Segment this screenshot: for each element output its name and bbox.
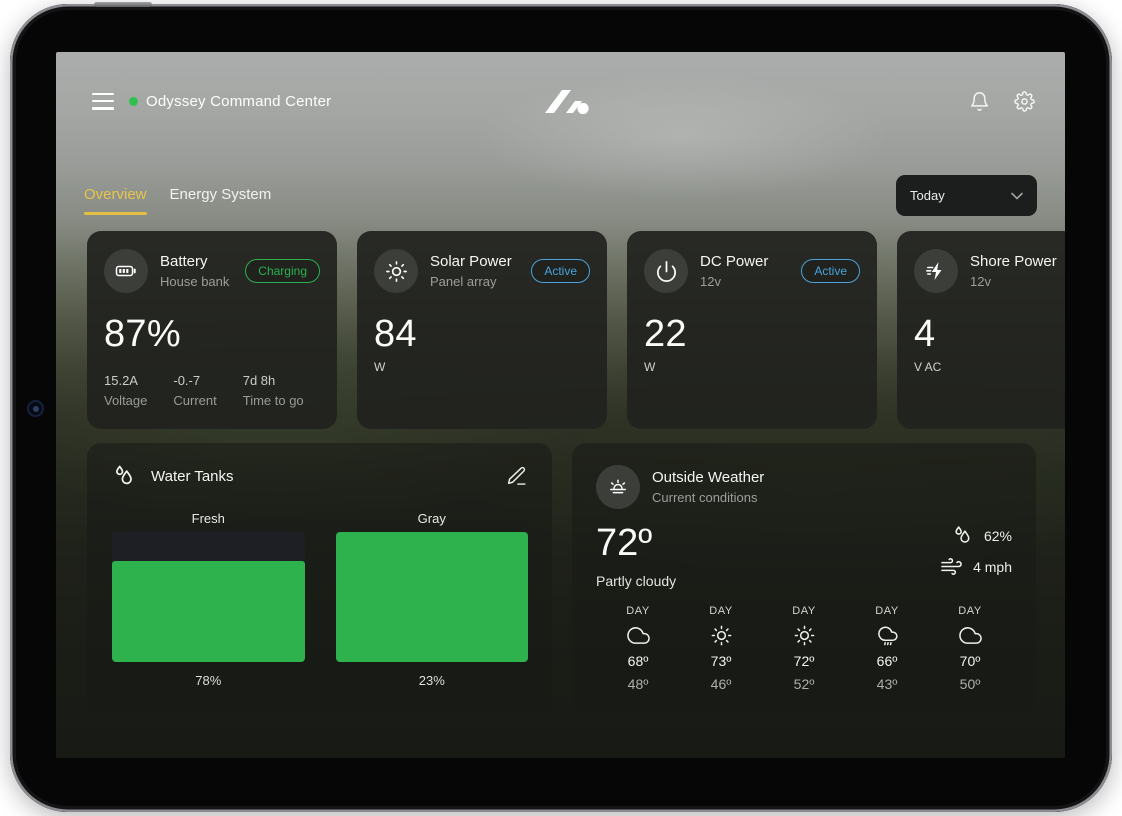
voltage-stat: 15.2A Voltage xyxy=(104,373,148,408)
forecast-day-1: DAY 68º 48º xyxy=(602,605,674,692)
tab-energy-system[interactable]: Energy System xyxy=(169,186,272,203)
status-dot xyxy=(129,96,138,106)
gear-icon[interactable] xyxy=(1014,90,1035,112)
edit-pencil-icon[interactable] xyxy=(506,465,528,487)
shore-power-icon xyxy=(914,249,958,293)
period-selector[interactable]: Today xyxy=(896,175,1037,216)
wind-row: 4 mph xyxy=(940,555,1012,578)
dc-watts-value: 22 xyxy=(644,313,687,355)
droplets-icon xyxy=(111,463,137,489)
app-title: Odyssey Command Center xyxy=(146,92,332,110)
gray-tank-fill xyxy=(335,532,528,662)
card-subtitle: 12v xyxy=(700,274,721,289)
dc-unit: W xyxy=(644,360,656,374)
card-title: DC Power xyxy=(700,253,769,270)
humidity-row: 62% xyxy=(940,524,1012,547)
active-badge: Active xyxy=(801,259,860,283)
tank-label: Gray xyxy=(417,511,446,526)
gray-tank: Gray 23% xyxy=(335,511,528,688)
forecast-day-2: DAY 73º 46º xyxy=(685,605,757,692)
current-temperature: 72º xyxy=(596,522,653,564)
fresh-tank: Fresh 78% xyxy=(112,511,305,688)
forecast-day-3: DAY 72º 52º xyxy=(768,605,840,692)
bell-icon[interactable] xyxy=(969,91,990,112)
shore-unit: V AC xyxy=(914,360,942,374)
card-title: Shore Power xyxy=(970,253,1057,270)
dc-power-card[interactable]: DC Power 12v Active 22 W xyxy=(627,231,877,429)
card-title: Solar Power xyxy=(430,253,512,270)
water-tanks-card: Water Tanks Fresh xyxy=(87,443,552,714)
card-subtitle: Panel array xyxy=(430,274,497,289)
front-camera xyxy=(27,400,44,417)
tab-bar: Overview Energy System xyxy=(84,186,271,215)
card-title: Battery xyxy=(160,253,208,270)
tab-overview[interactable]: Overview xyxy=(84,186,147,215)
tablet-frame: Odyssey Command Center xyxy=(10,2,1112,812)
forecast-day-5: DAY 70º 50º xyxy=(934,605,1006,692)
card-subtitle: 12v xyxy=(970,274,991,289)
cloud-icon xyxy=(602,624,674,647)
shore-power-card[interactable]: Shore Power 12v 4 V AC xyxy=(897,231,1065,429)
solar-watts-value: 84 xyxy=(374,313,417,355)
stat-cards-row: Battery House bank Charging 87% 15.2A Vo… xyxy=(87,231,1065,429)
active-badge: Active xyxy=(531,259,590,283)
charging-badge: Charging xyxy=(245,259,320,283)
tank-label: Fresh xyxy=(191,511,225,526)
sun-icon xyxy=(768,624,840,647)
condition-text: Partly cloudy xyxy=(596,573,677,589)
current-stat: -0.-7 Current xyxy=(173,373,217,408)
tank-percent: 23% xyxy=(418,673,445,688)
time-to-go-stat: 7d 8h Time to go xyxy=(242,373,304,408)
tank-percent: 78% xyxy=(195,673,222,688)
battery-percent-value: 87% xyxy=(104,313,181,355)
battery-card[interactable]: Battery House bank Charging 87% 15.2A Vo… xyxy=(87,231,337,429)
cloud-rain-icon xyxy=(851,624,923,647)
chevron-down-icon xyxy=(1011,192,1023,200)
sun-icon xyxy=(374,249,418,293)
bottom-row: Water Tanks Fresh xyxy=(87,443,1036,714)
wind-value: 4 mph xyxy=(973,558,1012,575)
weather-title: Outside Weather xyxy=(652,469,765,486)
battery-icon xyxy=(104,249,148,293)
top-bar: Odyssey Command Center xyxy=(92,85,1035,117)
period-value: Today xyxy=(910,188,945,203)
fresh-tank-fill xyxy=(112,560,305,662)
sunrise-icon xyxy=(596,465,640,509)
card-subtitle: House bank xyxy=(160,274,230,289)
outside-weather-card: Outside Weather Current conditions 72º P… xyxy=(572,443,1036,714)
sun-icon xyxy=(685,624,757,647)
water-tanks-title: Water Tanks xyxy=(151,467,234,485)
cloud-icon xyxy=(934,624,1006,647)
forecast-row: DAY 68º 48º DAY xyxy=(596,605,1012,692)
wind-icon xyxy=(940,555,963,578)
tablet-power-button xyxy=(94,2,152,7)
dashboard-screen: Odyssey Command Center xyxy=(56,52,1065,758)
humidity-droplets-icon xyxy=(951,524,974,547)
forecast-day-4: DAY 66º 43º xyxy=(851,605,923,692)
power-icon xyxy=(644,249,688,293)
solar-power-card[interactable]: Solar Power Panel array Active 84 W xyxy=(357,231,607,429)
shore-volts-value: 4 xyxy=(914,313,936,355)
humidity-value: 62% xyxy=(983,527,1012,544)
fresh-tank-gauge xyxy=(112,532,305,662)
gray-tank-gauge xyxy=(335,532,528,662)
weather-subtitle: Current conditions xyxy=(652,490,758,505)
brand-logo-icon xyxy=(538,81,590,121)
solar-unit: W xyxy=(374,360,386,374)
menu-icon[interactable] xyxy=(92,92,114,110)
current-conditions: 72º Partly cloudy xyxy=(596,522,676,589)
